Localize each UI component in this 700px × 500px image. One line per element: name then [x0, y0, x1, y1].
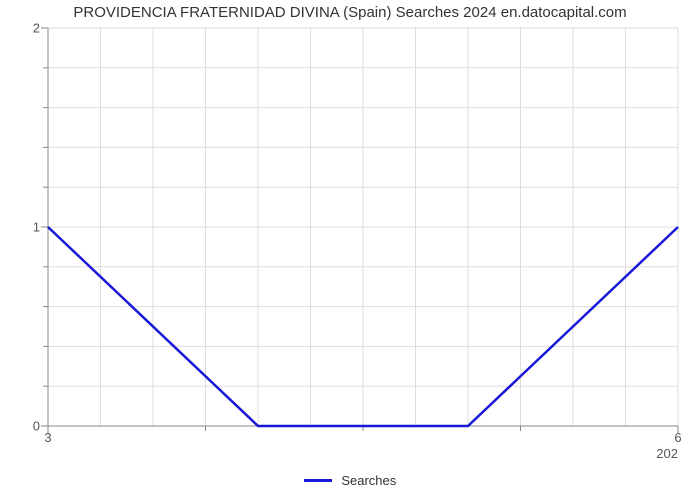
y-tick-label: 2 [33, 21, 48, 36]
legend-swatch [304, 479, 332, 482]
chart-container: PROVIDENCIA FRATERNIDAD DIVINA (Spain) S… [0, 0, 700, 500]
x-tick-label: 3 [44, 426, 51, 445]
plot-svg [48, 28, 678, 426]
legend: Searches [0, 472, 700, 488]
chart-title: PROVIDENCIA FRATERNIDAD DIVINA (Spain) S… [0, 4, 700, 21]
plot-area: 0 1 2 3 6 202 [48, 28, 678, 426]
x-extra-label: 202 [656, 446, 678, 461]
legend-label: Searches [341, 473, 396, 488]
x-tick-label: 6 [674, 426, 681, 445]
y-tick-label: 1 [33, 220, 48, 235]
